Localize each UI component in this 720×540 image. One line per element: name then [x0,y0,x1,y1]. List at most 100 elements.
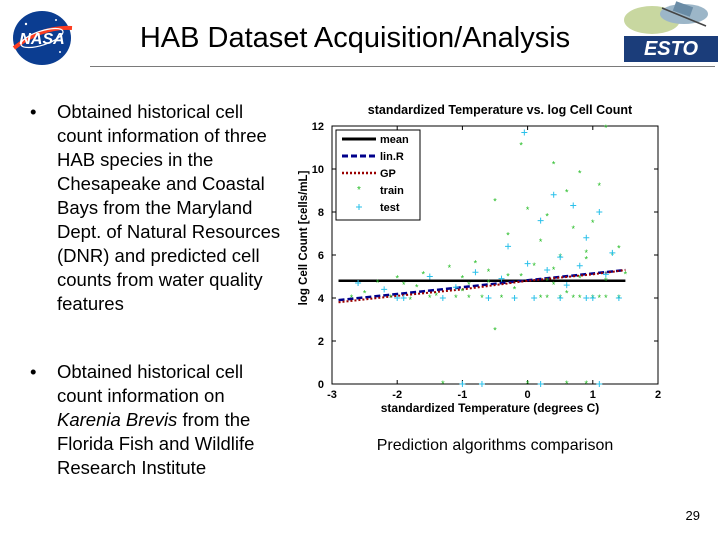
linr-line [338,268,626,302]
train-point: * [598,181,602,191]
y-tick-label: 6 [318,250,324,262]
test-point [524,260,531,267]
bullet-text-part: from the Florida Fish and Wildlife Resea… [57,409,255,478]
train-point: * [552,280,556,290]
test-point [563,282,570,289]
legend-label: test [380,202,400,214]
train-point: * [526,379,530,389]
test-point [505,243,512,250]
chart-caption: Prediction algorithms comparison [376,437,614,454]
train-point: * [506,231,510,241]
train-point: * [539,237,543,247]
legend-box [335,129,421,221]
x-tick-label: -3 [327,389,337,401]
chart-title: standardized Temperature vs. log Cell Co… [368,103,633,117]
test-point [557,254,564,261]
test-point [544,267,551,274]
train-point: * [422,269,426,279]
esto-logo-text: ESTO [644,38,699,60]
train-point: * [552,160,556,170]
test-point [459,381,466,387]
train-point: * [578,293,582,303]
train-point: * [376,278,380,288]
train-point: * [578,168,582,178]
test-point [521,129,528,136]
bullet-text: Obtained historical cell count informati… [57,360,287,480]
test-point [596,209,603,215]
test-point [583,295,590,301]
train-point: * [408,295,412,305]
train-point: * [532,261,536,271]
test-point [537,217,544,224]
y-tick-label: 2 [318,336,324,348]
x-tick-label: -1 [458,389,468,401]
train-point: * [506,272,510,282]
legend-label: mean [380,134,409,146]
x-tick-label: 2 [655,389,661,401]
train-point: * [571,224,575,234]
nasa-logo: NASA [8,8,76,68]
title-divider [90,66,715,67]
train-point: * [493,196,497,206]
test-point [381,286,388,293]
train-point: * [435,291,439,301]
test-point [550,191,557,198]
y-tick-label: 12 [312,121,324,133]
train-point: * [415,282,419,292]
x-axis-label: standardized Temperature (degrees C) [381,401,600,415]
train-point: * [617,244,621,254]
test-point [485,295,492,301]
test-point [570,202,577,209]
test-point [537,381,544,387]
test-point [439,295,446,301]
train-point: * [487,267,491,277]
y-tick-label: 4 [318,293,325,305]
test-point [589,295,596,301]
test-point [583,234,590,241]
train-point: * [526,205,530,215]
train-point: * [389,293,393,303]
page-number: 29 [685,508,700,523]
y-axis-label: log Cell Count [cells/mL] [298,170,310,305]
bullet-text-part: Obtained historical cell count informati… [57,361,244,406]
train-point: * [585,248,589,258]
bullet-marker: • [30,361,37,382]
bullet-text-part: Obtained historical cell count informati… [57,101,281,314]
legend-label: GP [380,168,396,180]
test-point [576,262,583,269]
train-point: * [585,254,589,264]
x-tick-label: 1 [590,389,596,401]
test-point [609,249,616,256]
slide-title: HAB Dataset Acquisition/Analysis [139,22,571,54]
train-point: * [598,293,602,303]
gp-line [338,269,626,304]
train-point: * [461,287,465,297]
train-point: * [513,284,517,294]
train-point: * [395,274,399,284]
test-point [557,295,564,301]
train-point: * [545,276,549,286]
legend-swatch [356,204,362,210]
train-point: * [591,218,595,228]
train-point: * [585,379,589,389]
train-point: * [571,293,575,303]
train-point: * [461,274,465,284]
nasa-logo-icon: NASA [12,11,73,65]
train-point: * [428,293,432,303]
x-tick-label: 0 [525,389,531,401]
legend-label: lin.R [380,151,404,163]
test-point [602,271,609,278]
y-tick-label: 0 [318,379,324,391]
test-point [452,284,459,291]
test-point [426,273,433,280]
train-point: * [552,265,556,275]
train-point: * [500,293,504,303]
train-point: * [487,278,491,288]
test-point [531,295,538,301]
y-tick-label: 8 [318,207,324,219]
esto-logo: ESTO [622,0,720,64]
test-point [355,279,362,286]
y-tick-label: 10 [312,164,324,176]
train-point: * [539,293,543,303]
